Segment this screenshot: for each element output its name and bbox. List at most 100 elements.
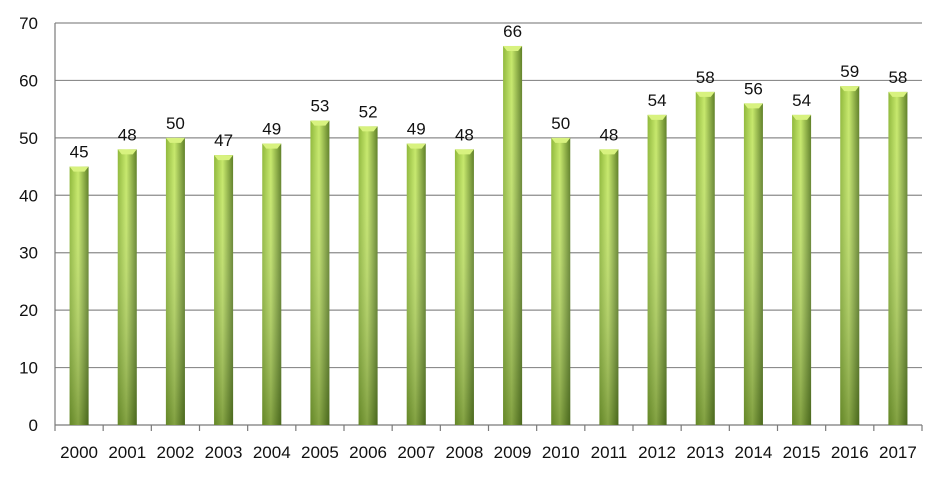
bar-top-bevel bbox=[117, 149, 137, 155]
x-category-label: 2005 bbox=[301, 443, 339, 462]
bar-shade bbox=[743, 103, 763, 426]
bars bbox=[69, 45, 908, 426]
gridlines bbox=[55, 22, 922, 369]
x-axis-category-labels: 2000 2001 2002 2003 2004 2005 2006 2007 2008 2009… bbox=[60, 443, 917, 462]
data-label: 52 bbox=[359, 102, 378, 121]
bar-top-bevel bbox=[695, 91, 715, 97]
bar-shade bbox=[551, 137, 571, 425]
data-label: 45 bbox=[70, 143, 89, 162]
bar-top-bevel bbox=[214, 155, 234, 161]
bar-2001 bbox=[117, 149, 137, 426]
data-label: 66 bbox=[503, 22, 522, 41]
axes bbox=[54, 23, 923, 431]
bar-2007 bbox=[406, 143, 426, 425]
data-label: 48 bbox=[599, 125, 618, 144]
data-label: 59 bbox=[840, 62, 859, 81]
x-category-label: 2006 bbox=[349, 443, 387, 462]
y-tick-label: 60 bbox=[19, 71, 38, 90]
bar-top-bevel bbox=[503, 45, 523, 51]
bar-shade bbox=[262, 143, 282, 425]
bar-shade bbox=[599, 149, 619, 426]
bar-2002 bbox=[165, 137, 185, 425]
bar-2003 bbox=[214, 155, 234, 426]
bar-2015 bbox=[792, 114, 812, 425]
bar-shade bbox=[454, 149, 474, 426]
x-category-label: 2001 bbox=[108, 443, 146, 462]
data-label: 58 bbox=[696, 68, 715, 87]
x-category-label: 2014 bbox=[735, 443, 773, 462]
bar-shade bbox=[358, 126, 378, 425]
bar-top-bevel bbox=[840, 86, 860, 92]
bar-2010 bbox=[551, 137, 571, 425]
bar-shade bbox=[310, 120, 330, 425]
x-category-label: 2003 bbox=[205, 443, 243, 462]
bar-shade bbox=[888, 91, 908, 426]
bar-2016 bbox=[840, 86, 860, 426]
x-category-label: 2011 bbox=[591, 443, 628, 462]
data-label: 54 bbox=[792, 91, 811, 110]
data-label: 48 bbox=[118, 125, 137, 144]
bar-top-bevel bbox=[743, 103, 763, 109]
bar-2012 bbox=[647, 114, 667, 425]
data-label: 49 bbox=[262, 120, 281, 139]
y-tick-label: 20 bbox=[19, 301, 38, 320]
x-category-label: 2010 bbox=[542, 443, 580, 462]
bar-shade bbox=[503, 45, 523, 425]
data-label: 47 bbox=[214, 131, 233, 150]
bar-shade bbox=[406, 143, 426, 425]
bar-shade bbox=[117, 149, 137, 426]
x-category-label: 2004 bbox=[253, 443, 291, 462]
data-label: 50 bbox=[551, 114, 570, 133]
x-category-label: 2007 bbox=[397, 443, 435, 462]
bar-top-bevel bbox=[888, 91, 908, 97]
bar-top-bevel bbox=[358, 126, 378, 132]
data-label: 58 bbox=[888, 68, 907, 87]
bar-shade bbox=[214, 155, 234, 426]
data-label: 56 bbox=[744, 79, 763, 98]
bar-2005 bbox=[310, 120, 330, 425]
y-axis-tick-labels: 0 10 20 30 40 50 60 70 bbox=[19, 14, 38, 435]
x-category-label: 2008 bbox=[446, 443, 484, 462]
bar-top-bevel bbox=[69, 166, 89, 172]
bar-shade bbox=[840, 86, 860, 426]
data-label: 50 bbox=[166, 114, 185, 133]
bar-shade bbox=[695, 91, 715, 426]
bar-top-bevel bbox=[792, 114, 812, 120]
bar-2017 bbox=[888, 91, 908, 426]
y-tick-label: 70 bbox=[19, 14, 38, 33]
bar-2013 bbox=[695, 91, 715, 426]
bar-shade bbox=[792, 114, 812, 425]
y-tick-label: 40 bbox=[19, 186, 38, 205]
y-tick-label: 10 bbox=[19, 359, 38, 378]
bar-2006 bbox=[358, 126, 378, 425]
bar-shade bbox=[647, 114, 667, 425]
x-category-label: 2017 bbox=[879, 443, 917, 462]
bar-top-bevel bbox=[599, 149, 619, 155]
bar-shade bbox=[69, 166, 89, 426]
x-category-label: 2000 bbox=[60, 443, 98, 462]
bar-top-bevel bbox=[165, 137, 185, 143]
data-labels: 45 48 50 47 49 53 52 49 48 66 50 48 54 58 56 54 59 58 bbox=[70, 22, 908, 162]
x-category-label: 2002 bbox=[157, 443, 195, 462]
y-tick-label: 30 bbox=[19, 244, 38, 263]
bar-2004 bbox=[262, 143, 282, 425]
x-category-label: 2009 bbox=[494, 443, 532, 462]
bar-2008 bbox=[454, 149, 474, 426]
data-label: 48 bbox=[455, 125, 474, 144]
y-tick-label: 50 bbox=[19, 129, 38, 148]
bar-2014 bbox=[743, 103, 763, 426]
bar-shade bbox=[165, 137, 185, 425]
bar-2011 bbox=[599, 149, 619, 426]
bar-top-bevel bbox=[406, 143, 426, 149]
x-category-label: 2012 bbox=[638, 443, 676, 462]
x-category-label: 2016 bbox=[831, 443, 869, 462]
bar-2000 bbox=[69, 166, 89, 426]
bar-2009 bbox=[503, 45, 523, 425]
x-category-label: 2015 bbox=[783, 443, 821, 462]
data-label: 54 bbox=[648, 91, 667, 110]
bar-top-bevel bbox=[310, 120, 330, 126]
x-category-label: 2013 bbox=[686, 443, 724, 462]
data-label: 49 bbox=[407, 120, 426, 139]
bar-top-bevel bbox=[647, 114, 667, 120]
